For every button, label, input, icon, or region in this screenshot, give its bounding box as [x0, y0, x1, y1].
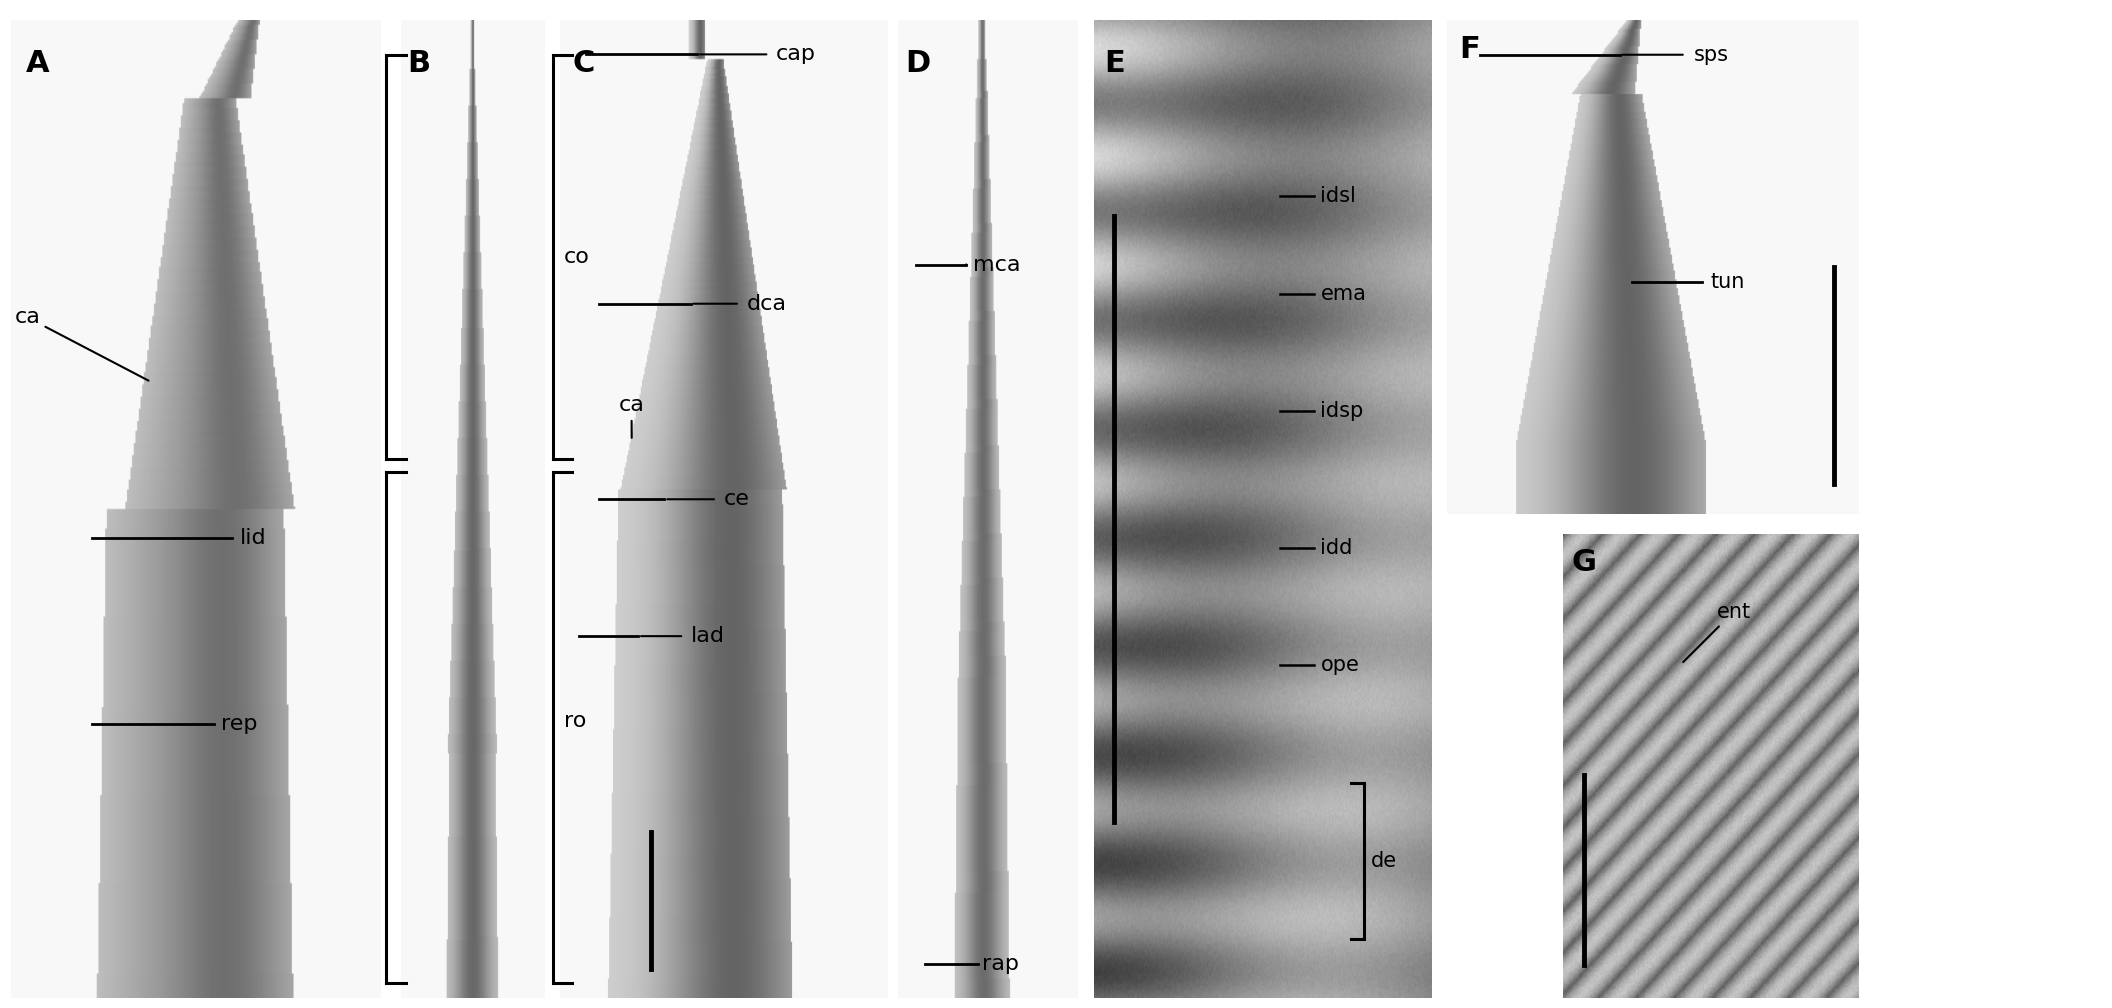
Text: ent: ent	[1683, 602, 1751, 662]
Text: dca: dca	[746, 293, 786, 313]
Text: co: co	[564, 247, 589, 267]
Text: G: G	[1571, 548, 1597, 578]
Text: rap: rap	[982, 954, 1018, 974]
Text: ce: ce	[724, 489, 750, 509]
Text: A: A	[25, 49, 49, 79]
Text: idsl: idsl	[1320, 186, 1356, 207]
Text: ema: ema	[1320, 284, 1366, 304]
Text: lid: lid	[241, 528, 266, 548]
Text: cap: cap	[775, 44, 815, 65]
Text: idd: idd	[1320, 538, 1354, 558]
Text: de: de	[1371, 851, 1398, 871]
Text: ro: ro	[564, 711, 587, 731]
Text: ca: ca	[15, 307, 148, 381]
Text: mca: mca	[974, 255, 1020, 274]
Text: tun: tun	[1711, 272, 1745, 292]
Text: D: D	[904, 49, 929, 79]
Text: B: B	[408, 49, 431, 79]
Text: ope: ope	[1320, 655, 1360, 675]
Text: rep: rep	[222, 714, 258, 734]
Text: lad: lad	[691, 626, 724, 646]
Text: E: E	[1105, 49, 1126, 79]
Text: F: F	[1459, 35, 1481, 64]
Text: ca: ca	[619, 395, 644, 437]
Text: sps: sps	[1694, 44, 1730, 65]
Text: C: C	[572, 49, 596, 79]
Text: idsp: idsp	[1320, 401, 1364, 421]
